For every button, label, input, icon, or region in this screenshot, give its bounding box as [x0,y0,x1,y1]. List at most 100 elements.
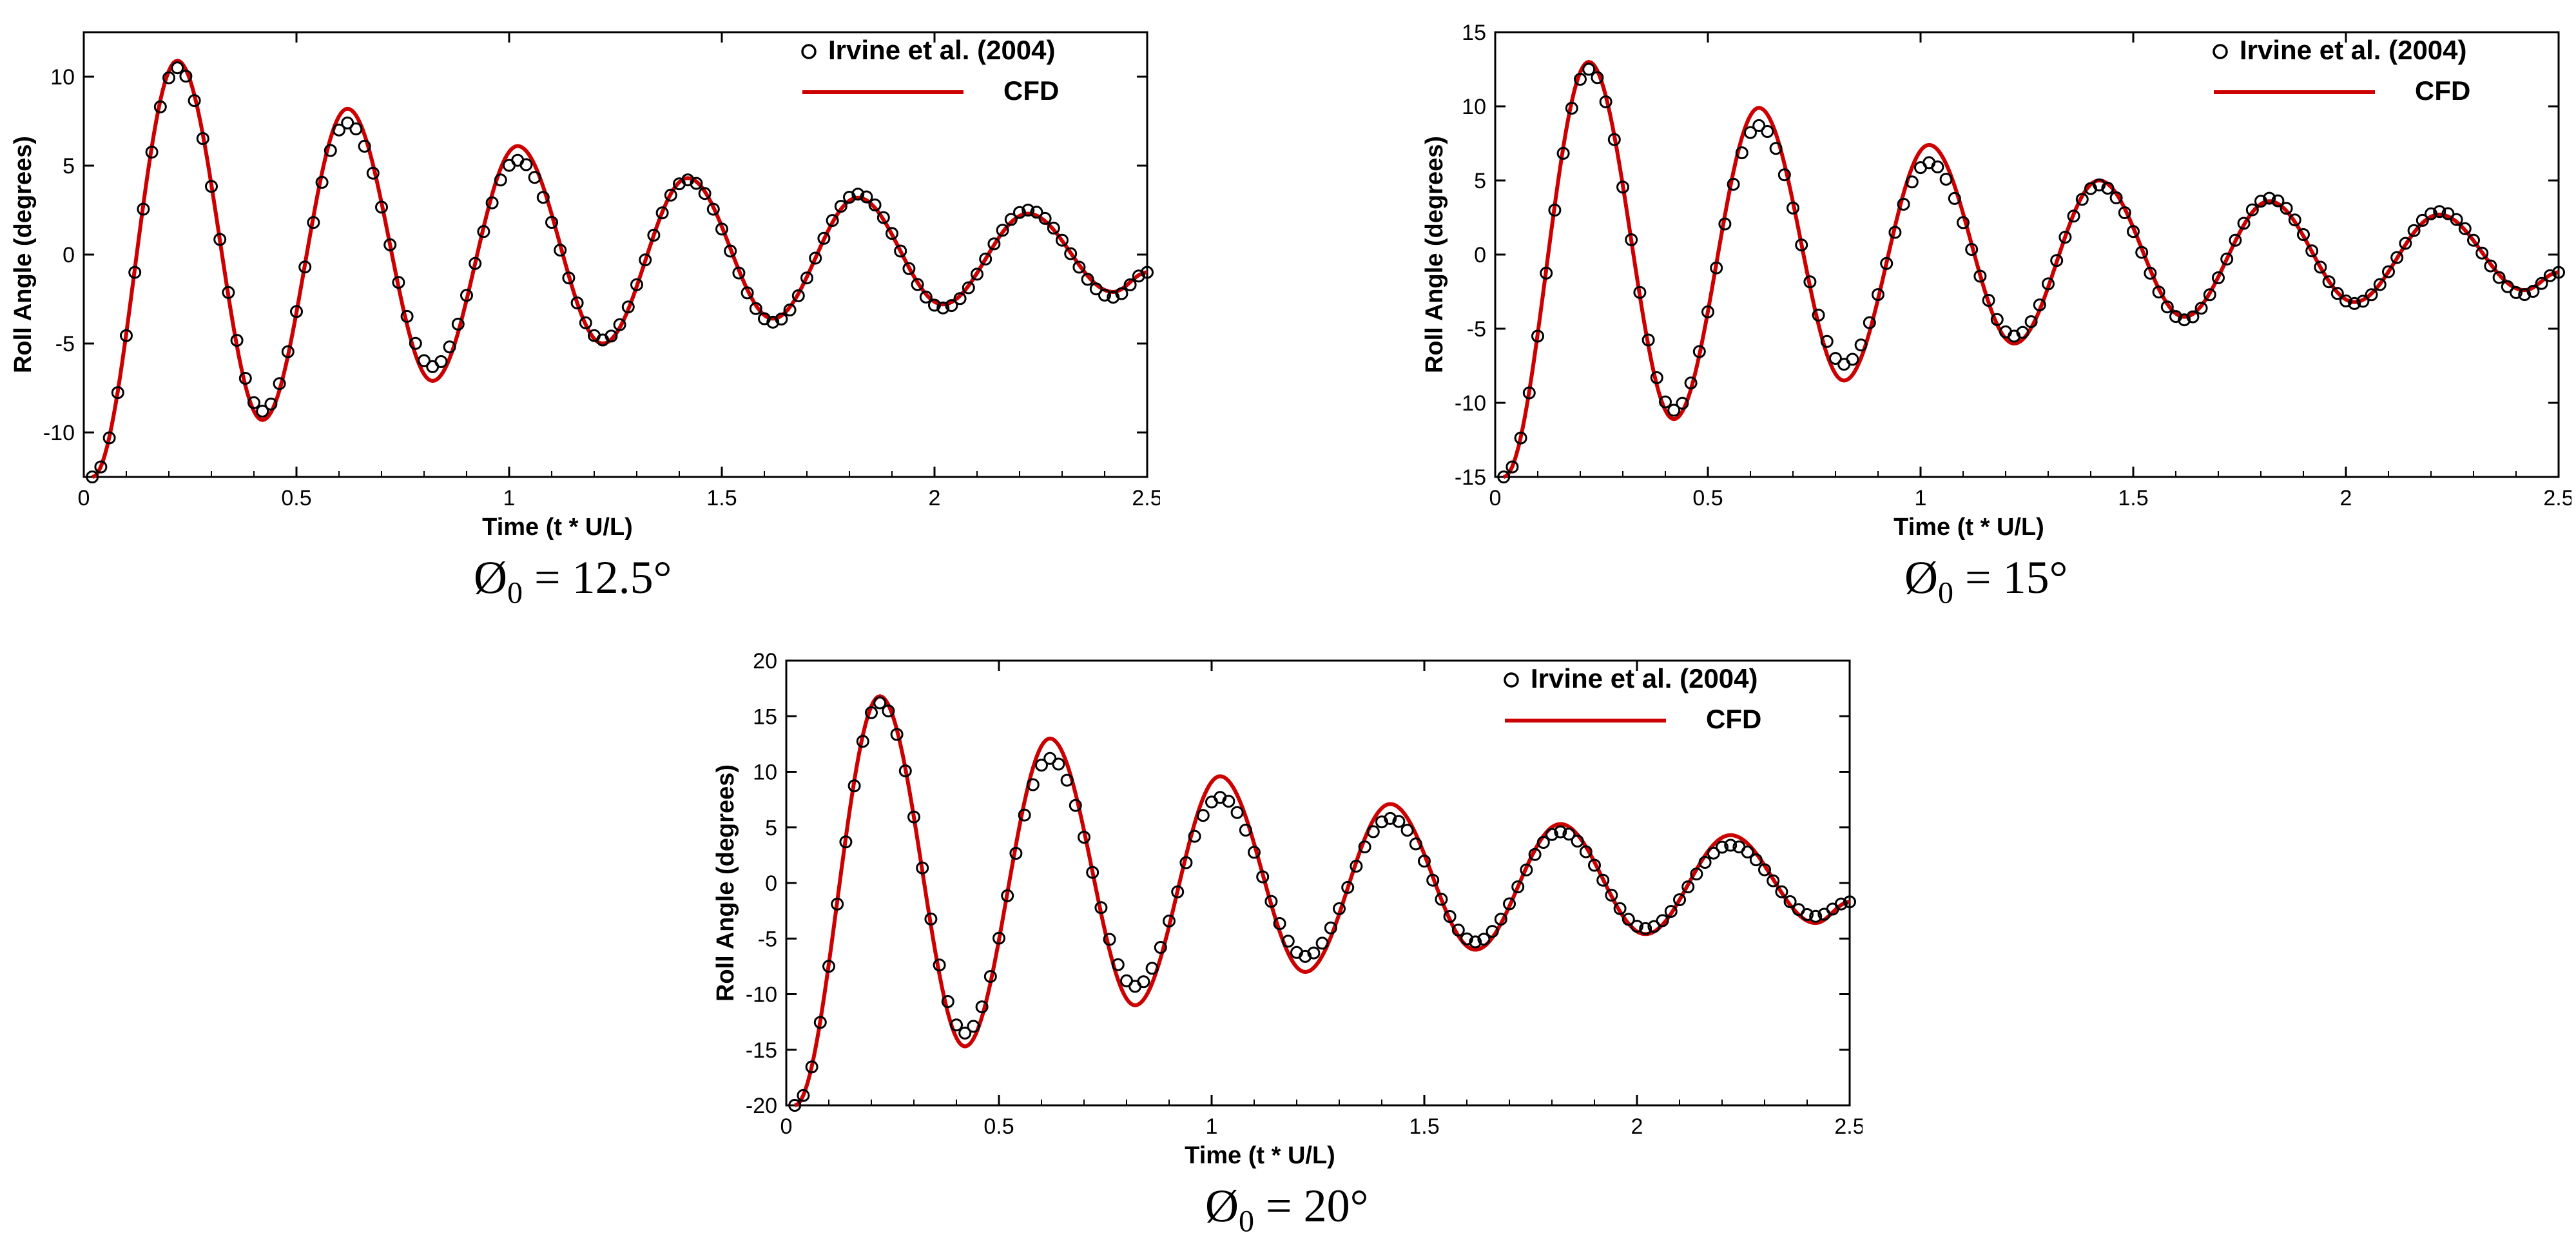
irvine-data-point [1392,815,1406,828]
irvine-data-point [2501,280,2514,293]
irvine-data-point [1650,371,1663,384]
irvine-data-point [2237,217,2251,230]
irvine-data-point [783,303,797,316]
irvine-data-point [1758,863,1771,877]
irvine-data-point [536,191,550,204]
irvine-data-point [1264,895,1278,908]
irvine-data-point [732,266,746,280]
irvine-data-point [307,216,320,229]
x-axis-title: Time (t * U/L) [482,514,633,541]
irvine-data-point [1582,63,1596,76]
x-tick-label: 1 [503,486,516,510]
irvine-data-point [2186,310,2200,324]
irvine-data-point [1137,975,1150,989]
irvine-data-point [843,191,856,204]
irvine-data-point [2339,294,2352,307]
irvine-data-point [1656,914,1669,927]
irvine-data-point [128,266,142,279]
irvine-data-point [924,912,938,926]
irvine-data-point [1565,101,1578,115]
irvine-data-point [797,1089,810,1102]
irvine-data-point [1897,197,1910,211]
irvine-data-point [1035,759,1048,772]
irvine-data-point [1384,811,1397,825]
irvine-data-point [2109,191,2123,204]
irvine-data-point [188,94,201,108]
y-tick-label: 10 [1462,95,1486,119]
legend-irvine-label: Irvine et al. (2004) [2240,35,2467,65]
irvine-data-point [2330,287,2344,300]
irvine-data-point [1574,73,1587,86]
irvine-data-point [1752,119,1766,132]
irvine-data-point [630,278,643,291]
irvine-data-point [1591,71,1604,84]
x-tick-label: 0 [78,486,90,510]
irvine-data-point [1777,168,1791,182]
irvine-data-point [2526,285,2540,298]
irvine-data-point [102,431,116,445]
irvine-data-point [1350,859,1363,873]
irvine-data-point [933,958,946,972]
irvine-data-point [2322,275,2336,289]
irvine-data-point [907,810,920,824]
irvine-data-point [298,260,312,274]
irvine-data-point [230,334,244,347]
irvine-data-point [418,354,431,367]
irvine-data-point [1188,829,1201,843]
irvine-data-point [1676,396,1689,410]
irvine-data-point [706,202,720,216]
irvine-data-point [366,166,380,180]
irvine-data-point [1494,913,1507,926]
irvine-data-point [2118,206,2131,219]
y-tick-label: -5 [758,927,777,951]
roll-angle-chart-12-5: 0 0.5 1 1.5 2 2.5 -10 -5 0 5 10 Time (t * U/L) Roll … [10,31,1160,541]
irvine-data-point [171,61,184,75]
y-tick-label: -10 [1455,391,1486,416]
irvine-data-point [1812,308,1825,322]
irvine-data-point [975,1000,989,1014]
irvine-data-point [2314,260,2327,274]
x-tick-label: 2.5 [1132,486,1160,510]
irvine-data-point [2382,265,2395,278]
plot-area: 0 0.5 1 1.5 2 2.5 -10 -5 0 5 10 Time (t * U/L) Roll … [10,31,1160,541]
irvine-data-point [788,1099,802,1112]
irvine-data-point [1460,932,1473,946]
irvine-data-point [1596,873,1610,887]
irvine-data-point [2135,246,2149,259]
y-tick-label: 0 [63,243,75,267]
irvine-data-point [1545,828,1558,841]
irvine-data-point [264,397,278,411]
irvine-data-point [805,1060,818,1074]
x-tick-label: 1.5 [706,486,737,510]
caption-20: Ø0 = 20° [1205,1179,1368,1239]
irvine-data-point [528,171,541,184]
irvine-data-point [2399,237,2412,250]
irvine-data-point [162,71,175,84]
legend-irvine-label: Irvine et al. (2004) [1531,663,1758,693]
legend: Irvine et al. (2004) CFD [2213,35,2470,106]
irvine-data-point [1749,853,1763,867]
legend-irvine-marker [1504,672,1519,688]
irvine-data-point [2169,310,2182,324]
irvine-data-point [1613,902,1627,915]
irvine-data-point [1973,269,1987,283]
irvine-data-point [1965,243,1979,256]
irvine-data-point [1939,173,1953,186]
irvine-data-point [1843,895,1856,909]
irvine-data-point [2305,244,2319,258]
irvine-data-point [1098,288,1111,302]
irvine-data-point [2390,251,2404,264]
y-tick-label: 0 [1474,243,1486,267]
irvine-data-point [1639,922,1652,935]
irvine-data-point [2433,205,2446,218]
plot-area: 0 0.5 1 1.5 2 2.5 -15 -10 -5 0 5 10 15 Time (t * U/L)… [1421,21,2571,541]
x-tick-label: 0.5 [281,486,311,510]
plot-frame [785,659,1851,1107]
irvine-data-point [979,252,993,266]
irvine-data-point [860,190,873,204]
y-tick-label: 0 [765,871,777,896]
irvine-data-point [791,289,805,302]
irvine-data-point [1064,247,1078,260]
legend-cfd-label: CFD [1003,75,1059,106]
irvine-data-point [1820,335,1834,348]
